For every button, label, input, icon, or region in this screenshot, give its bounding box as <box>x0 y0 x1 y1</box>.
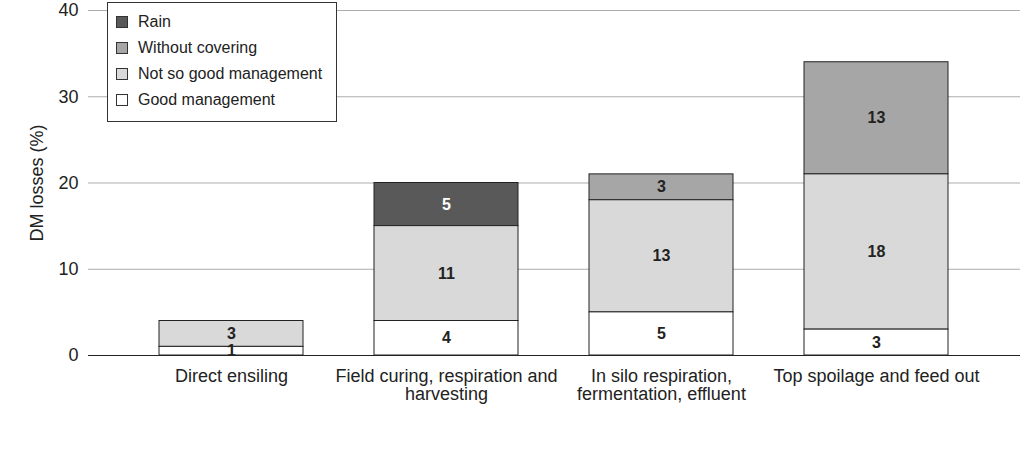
html-text:Good management: Good management <box>138 91 275 108</box>
svg-text:3: 3 <box>872 334 881 351</box>
html-text:Rain: Rain <box>138 13 171 30</box>
svg-text:11: 11 <box>438 265 455 282</box>
svg-text:DM losses (%): DM losses (%) <box>27 124 47 241</box>
html-text:Without covering: Without covering <box>138 39 258 56</box>
svg-text:30: 30 <box>58 87 78 107</box>
svg-text:Top spoilage and feed out: Top spoilage and feed out <box>773 366 979 386</box>
svg-text:4: 4 <box>442 329 451 346</box>
svg-text:1: 1 <box>227 342 236 359</box>
svg-text:In silo respiration,fermentati: In silo respiration,fermentation, efflue… <box>577 366 746 404</box>
html-text:Not so good management: Not so good management <box>138 65 323 82</box>
svg-text:3: 3 <box>227 325 236 342</box>
svg-text:10: 10 <box>58 259 78 279</box>
svg-text:20: 20 <box>58 173 78 193</box>
svg-text:18: 18 <box>868 243 886 260</box>
svg-text:13: 13 <box>653 247 671 264</box>
svg-text:Direct ensiling: Direct ensiling <box>175 366 288 386</box>
svg-text:40: 40 <box>58 0 78 20</box>
svg-text:0: 0 <box>68 345 78 365</box>
svg-text:13: 13 <box>868 109 886 126</box>
svg-text:Field curing, respiration andh: Field curing, respiration andharvesting <box>335 366 557 404</box>
svg-text:5: 5 <box>657 325 666 342</box>
svg-text:3: 3 <box>657 178 666 195</box>
svg-text:5: 5 <box>442 196 451 213</box>
